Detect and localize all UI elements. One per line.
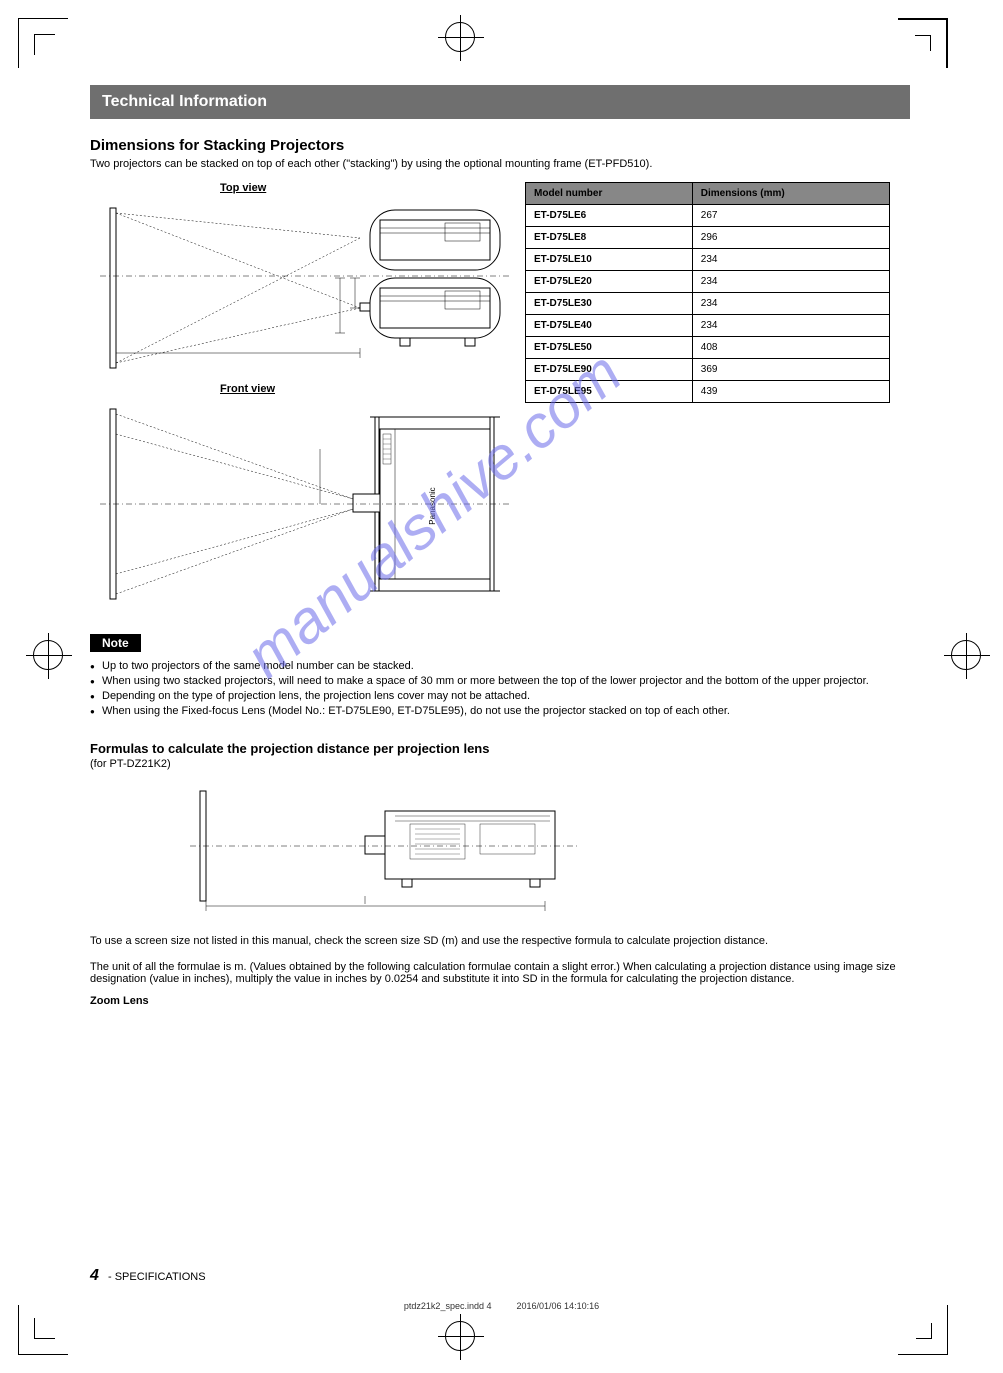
table-header-dim: Dimensions (mm) [692, 183, 889, 205]
note-item: Depending on the type of projection lens… [90, 690, 910, 702]
crop-mark-top-right [898, 18, 948, 68]
note-label: Note [90, 634, 141, 652]
formula-subtitle: (for PT-DZ21K2) [90, 758, 910, 770]
table-row: ET-D75LE20234 [526, 271, 890, 293]
spec-table: Model number Dimensions (mm) ET-D75LE626… [525, 182, 890, 403]
table-row: ET-D75LE30234 [526, 293, 890, 315]
crop-mark-top-left [18, 18, 68, 68]
note-section: Note Up to two projectors of the same mo… [90, 634, 910, 717]
table-row: ET-D75LE6267 [526, 205, 890, 227]
svg-text:Panasonic: Panasonic [428, 487, 437, 524]
bottom-diagram [190, 786, 910, 921]
diagram-column: Top view [90, 182, 510, 614]
header-bar: Technical Information [90, 85, 910, 119]
formula-intro: To use a screen size not listed in this … [90, 935, 910, 947]
front-view-title: Front view [220, 383, 510, 395]
registration-mark-top [445, 22, 475, 52]
crop-mark-bottom-right [898, 1305, 948, 1355]
section-title: Dimensions for Stacking Projectors [90, 137, 910, 154]
footer-filename: ptdz21k2_spec.indd 4 2016/01/06 14:10:16 [404, 1301, 599, 1311]
page-num-value: 4 [90, 1267, 99, 1284]
formula-section: Formulas to calculate the projection dis… [90, 741, 910, 1007]
section-intro: Two projectors can be stacked on top of … [90, 158, 910, 170]
spec-table-column: Model number Dimensions (mm) ET-D75LE626… [525, 182, 890, 614]
crop-mark-bottom-left [18, 1305, 68, 1355]
top-view-diagram [90, 198, 510, 378]
note-item: Up to two projectors of the same model n… [90, 660, 910, 672]
note-item: When using two stacked projectors, will … [90, 675, 910, 687]
page-spec-label: - SPECIFICATIONS [108, 1271, 206, 1283]
table-row: ET-D75LE95439 [526, 381, 890, 403]
table-header-model: Model number [526, 183, 693, 205]
note-item: When using the Fixed-focus Lens (Model N… [90, 705, 910, 717]
note-list: Up to two projectors of the same model n… [90, 660, 910, 717]
table-row: ET-D75LE90369 [526, 359, 890, 381]
formula-unit-note: The unit of all the formulae is m. (Valu… [90, 961, 910, 985]
table-row: ET-D75LE50408 [526, 337, 890, 359]
page-number: 4 - SPECIFICATIONS [90, 1267, 206, 1285]
formula-title: Formulas to calculate the projection dis… [90, 741, 910, 756]
registration-mark-bottom [445, 1321, 475, 1351]
registration-mark-left [33, 640, 63, 670]
page-content: Technical Information Dimensions for Sta… [90, 85, 910, 1007]
diagram-row: Top view [90, 182, 910, 614]
table-row: ET-D75LE8296 [526, 227, 890, 249]
top-view-title: Top view [220, 182, 510, 194]
zoom-lens-title: Zoom Lens [90, 995, 910, 1007]
table-row: ET-D75LE40234 [526, 315, 890, 337]
table-row: ET-D75LE10234 [526, 249, 890, 271]
front-view-diagram: Panasonic [90, 399, 510, 609]
registration-mark-right [951, 640, 981, 670]
